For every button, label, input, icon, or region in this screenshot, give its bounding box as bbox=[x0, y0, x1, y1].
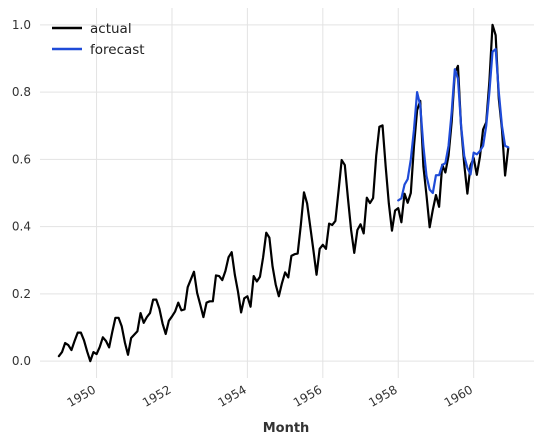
y-tick-label: 1.0 bbox=[12, 18, 31, 32]
x-axis-label: Month bbox=[263, 421, 310, 436]
x-tick-label: 1956 bbox=[291, 382, 324, 409]
y-tick-label: 0.8 bbox=[12, 85, 31, 99]
y-tick-labels: 0.0 0.2 0.4 0.6 0.8 1.0 bbox=[12, 18, 31, 368]
x-tick-label: 1952 bbox=[140, 382, 173, 409]
x-tick-label: 1958 bbox=[366, 382, 399, 409]
y-tick-label: 0.4 bbox=[12, 220, 31, 234]
legend-label-forecast: forecast bbox=[90, 42, 145, 58]
y-tick-label: 0.0 bbox=[12, 354, 31, 368]
legend: actual forecast bbox=[52, 21, 145, 58]
grid-lines bbox=[40, 8, 534, 378]
legend-label-actual: actual bbox=[90, 21, 132, 37]
series-layer bbox=[57, 23, 510, 363]
x-tick-label: 1960 bbox=[442, 382, 475, 409]
series-line-forecast bbox=[397, 47, 510, 202]
x-tick-label: 1950 bbox=[65, 382, 98, 409]
x-tick-labels: 1950 1952 1954 1956 1958 1960 bbox=[65, 382, 476, 409]
series-line-actual bbox=[57, 23, 510, 363]
x-tick-label: 1954 bbox=[215, 382, 248, 409]
y-tick-label: 0.6 bbox=[12, 152, 31, 166]
y-tick-label: 0.2 bbox=[12, 287, 31, 301]
